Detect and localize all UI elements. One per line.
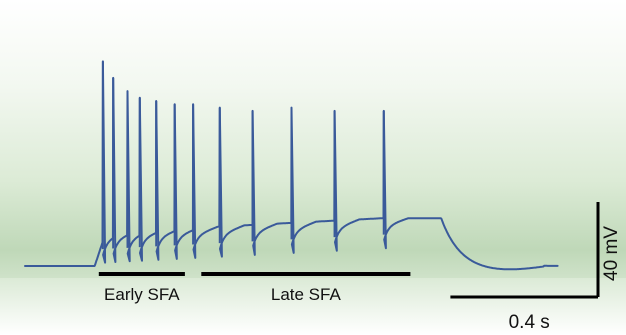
- time-scale-label: 0.4 s: [509, 312, 550, 333]
- membrane-voltage-trace: [24, 60, 559, 271]
- spike-markers: [101, 61, 385, 250]
- early-sfa-label: Early SFA: [104, 285, 180, 304]
- late-sfa-label: Late SFA: [271, 285, 342, 304]
- voltage-scale-label: 40 mV: [601, 226, 622, 281]
- plot-background-fade: [0, 278, 626, 335]
